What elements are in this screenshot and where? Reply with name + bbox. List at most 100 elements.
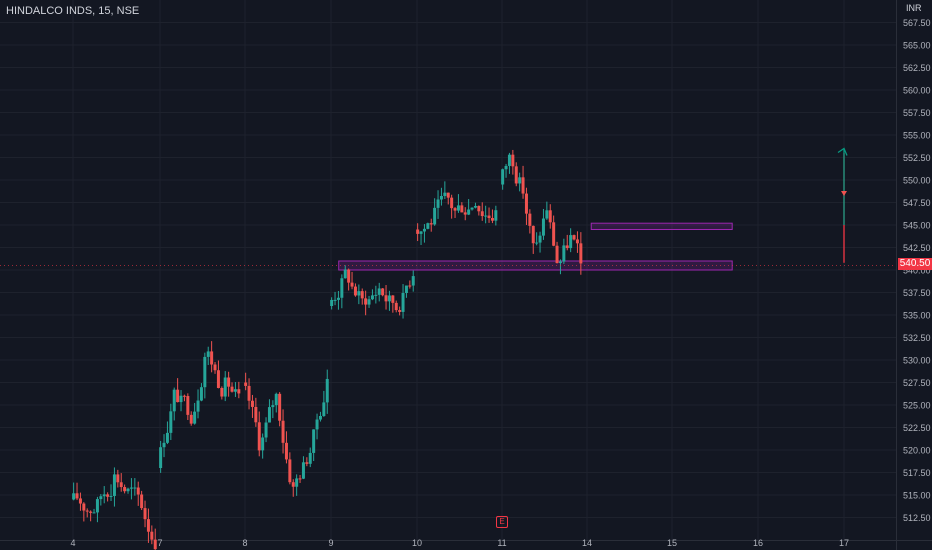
- candle-body: [261, 437, 265, 451]
- price-tick-label: 542.50: [903, 243, 931, 253]
- candle-body: [370, 295, 374, 300]
- candle-body: [336, 297, 340, 300]
- candle-body: [126, 488, 130, 492]
- candle-body: [504, 165, 508, 170]
- time-tick-label: 15: [667, 538, 677, 548]
- candle-body: [579, 243, 583, 264]
- candle-body: [233, 389, 237, 392]
- candle-body: [558, 261, 562, 264]
- candle-body: [278, 393, 282, 421]
- candle-body: [295, 478, 299, 487]
- price-tick-label: 532.50: [903, 333, 931, 343]
- candle-body: [318, 415, 322, 420]
- candle-body: [257, 422, 261, 451]
- price-tick-label: 537.50: [903, 288, 931, 298]
- candle-body: [102, 494, 106, 497]
- candle-body: [176, 389, 180, 403]
- price-tick-label: 555.00: [903, 131, 931, 141]
- candle-body: [473, 205, 477, 208]
- candle-body: [264, 422, 268, 438]
- candle-body: [535, 242, 539, 244]
- price-tick-label: 552.50: [903, 153, 931, 163]
- price-tick-label: 522.50: [903, 423, 931, 433]
- candle-body: [357, 291, 361, 296]
- signal-marker: [841, 191, 847, 196]
- candle-body: [281, 420, 285, 443]
- candle-body: [538, 235, 542, 243]
- candle-body: [325, 378, 329, 403]
- candle-body: [230, 386, 234, 392]
- candle-body: [387, 295, 391, 302]
- price-tick-label: 557.50: [903, 108, 931, 118]
- candle-body: [340, 278, 344, 298]
- candle-body: [182, 395, 186, 397]
- candle-body: [298, 478, 302, 480]
- time-tick-label: 14: [582, 538, 592, 548]
- candle-body: [374, 294, 378, 296]
- candle-body: [384, 295, 388, 302]
- candle-body: [146, 519, 150, 532]
- candle-body: [480, 211, 484, 217]
- candle-body: [254, 406, 258, 423]
- candle-body: [501, 169, 505, 185]
- candle-body: [456, 205, 460, 211]
- candle-body: [507, 154, 511, 166]
- candle-body: [545, 210, 549, 219]
- drawings: [0, 147, 896, 266]
- candle-body: [85, 510, 89, 512]
- candle-body: [381, 288, 385, 296]
- candle-body: [541, 218, 545, 236]
- candle-body: [305, 462, 309, 464]
- candle-body: [271, 405, 275, 408]
- price-tick-label: 567.50: [903, 18, 931, 28]
- candle-body: [153, 539, 157, 550]
- candle-body: [439, 195, 443, 200]
- price-tick-label: 520.00: [903, 446, 931, 456]
- earnings-event-icon[interactable]: E: [496, 516, 508, 528]
- candle-body: [133, 487, 137, 489]
- candle-body: [109, 495, 113, 497]
- candle-body: [364, 298, 368, 305]
- candle-body: [237, 389, 241, 394]
- candle-body: [394, 302, 398, 311]
- candle-body: [315, 419, 319, 430]
- candle-body: [267, 407, 271, 423]
- candle-body: [555, 245, 559, 264]
- price-tick-label: 512.50: [903, 513, 931, 523]
- candle-body: [199, 387, 203, 401]
- candle-body: [99, 496, 103, 500]
- candle-body: [210, 351, 214, 365]
- candle-body: [470, 207, 474, 210]
- candle-body: [436, 199, 440, 208]
- candle-body: [227, 377, 231, 387]
- candles: [72, 149, 583, 550]
- chart-title: HINDALCO INDS, 15, NSE: [6, 5, 140, 17]
- candle-body: [162, 442, 166, 448]
- candle-body: [477, 205, 481, 212]
- price-tick-label: 525.00: [903, 401, 931, 411]
- candle-body: [308, 452, 312, 464]
- candle-body: [140, 494, 144, 509]
- candle-body: [288, 459, 292, 483]
- candle-body: [514, 166, 518, 184]
- candle-body: [360, 291, 364, 299]
- candle-body: [220, 387, 224, 397]
- candle-body: [408, 285, 412, 287]
- candle-body: [95, 499, 99, 513]
- candle-body: [203, 356, 207, 388]
- candle-body: [343, 269, 347, 279]
- candle-body: [136, 487, 140, 495]
- candle-body: [511, 154, 515, 167]
- candle-body: [463, 212, 467, 215]
- candle-body: [426, 223, 430, 229]
- candle-body: [490, 218, 494, 221]
- zones: [338, 222, 733, 271]
- candle-body: [333, 299, 337, 301]
- candle-body: [72, 493, 76, 500]
- price-tick-label: 565.00: [903, 41, 931, 51]
- support-zone: [338, 260, 733, 271]
- candle-body: [106, 494, 110, 497]
- resistance-zone: [590, 222, 733, 230]
- candle-body: [189, 414, 193, 424]
